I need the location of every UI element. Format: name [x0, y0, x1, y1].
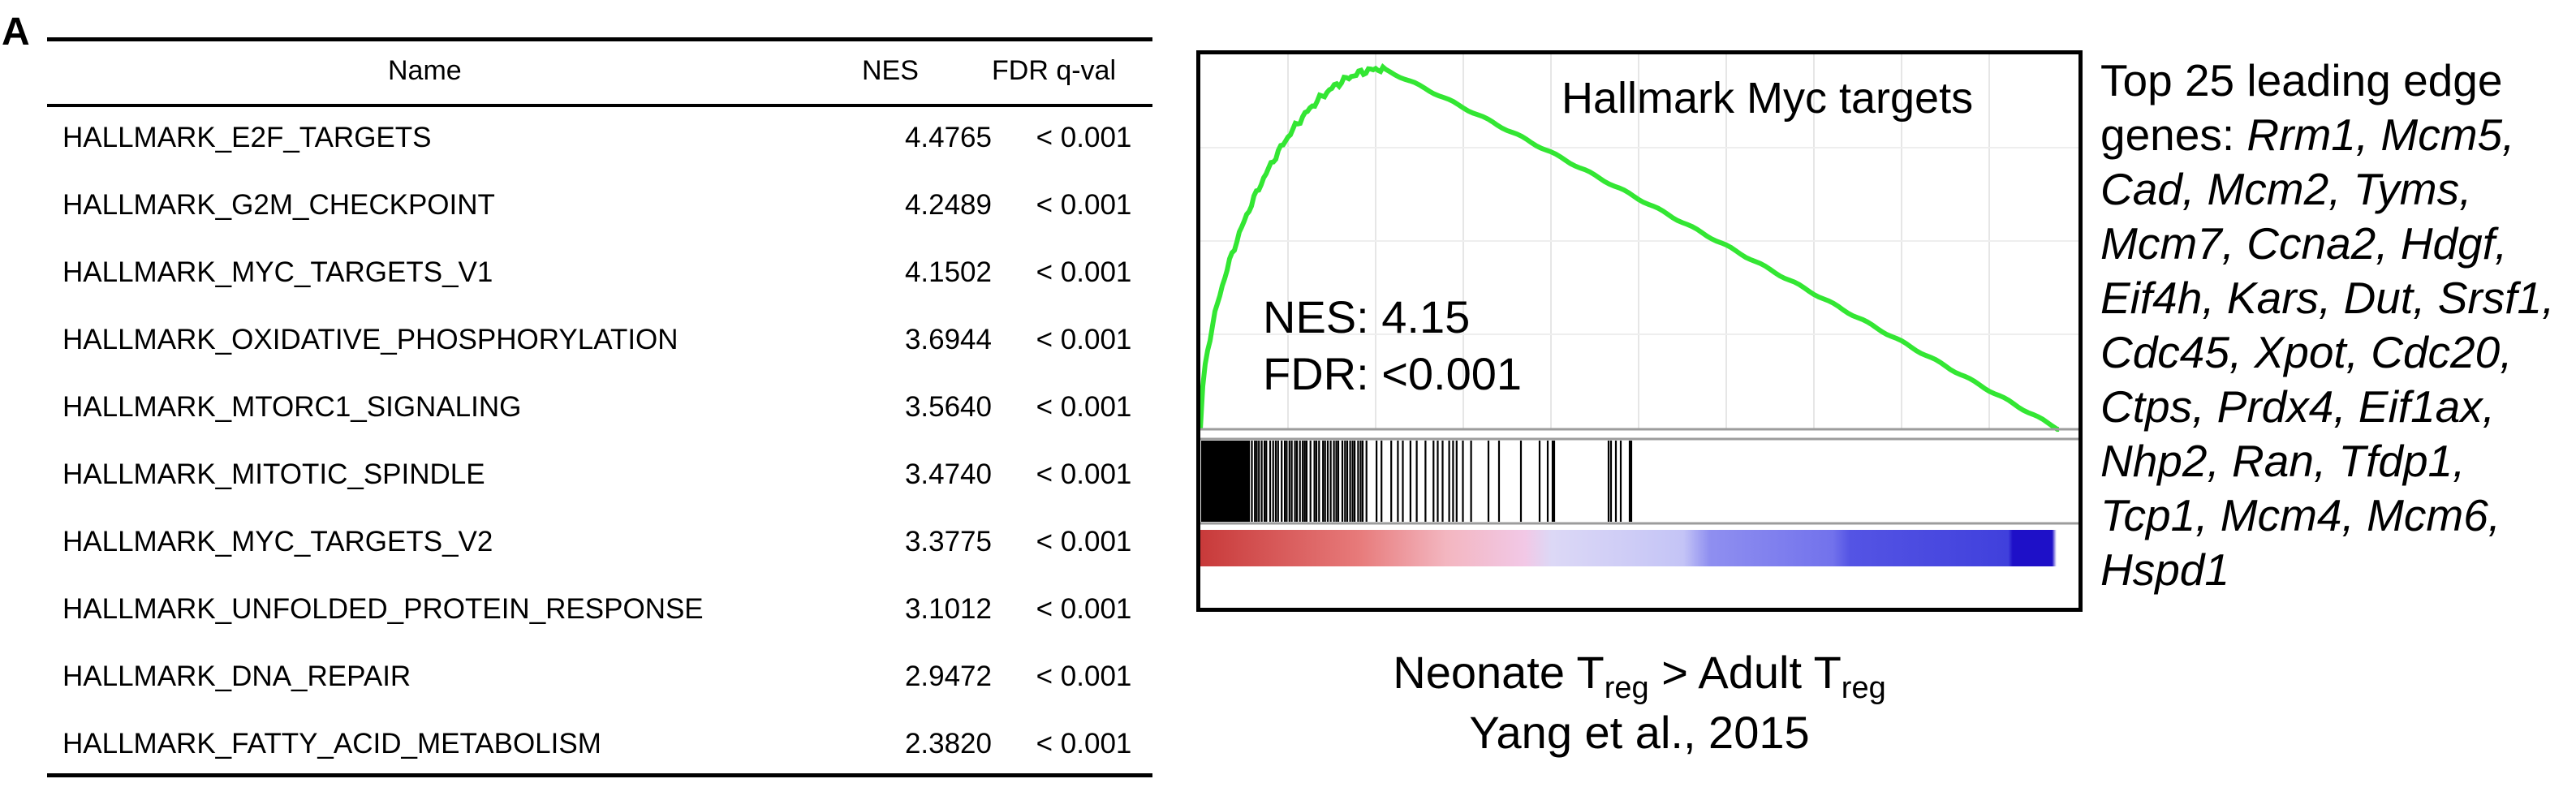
- plot-title: Hallmark Myc targets: [1562, 74, 1974, 123]
- caption-sub-reg-2: reg: [1841, 671, 1886, 705]
- cell-fdr: < 0.001: [1036, 189, 1132, 221]
- header-nes: NES: [862, 55, 919, 86]
- gene-hit-bars: [1200, 441, 1633, 522]
- cell-nes: 3.5640: [904, 391, 992, 423]
- cell-name: HALLMARK_OXIDATIVE_PHOSPHORYLATION: [62, 324, 678, 355]
- cell-name: HALLMARK_E2F_TARGETS: [62, 122, 432, 153]
- table-header-rule: [47, 104, 1152, 107]
- cell-fdr: < 0.001: [1036, 526, 1132, 557]
- table-row: HALLMARK_MYC_TARGETS_V2 3.3775 < 0.001: [47, 524, 1152, 592]
- cell-nes: 3.1012: [904, 593, 992, 625]
- cell-nes: 4.1502: [904, 256, 992, 288]
- cell-fdr: < 0.001: [1036, 256, 1132, 288]
- table-row: HALLMARK_DNA_REPAIR 2.9472 < 0.001: [47, 659, 1152, 726]
- cell-nes: 4.4765: [904, 122, 992, 153]
- table-row: HALLMARK_G2M_CHECKPOINT 4.2489 < 0.001: [47, 187, 1152, 255]
- cell-name: HALLMARK_MITOTIC_SPINDLE: [62, 458, 485, 490]
- enrichment-curve: [1200, 62, 2060, 432]
- plot-nes: NES: 4.15: [1263, 291, 1471, 342]
- gsea-plot-svg: [1200, 54, 2078, 566]
- cell-fdr: < 0.001: [1036, 593, 1132, 625]
- table-row: HALLMARK_MITOTIC_SPINDLE 3.4740 < 0.001: [47, 457, 1152, 524]
- table-row: HALLMARK_FATTY_ACID_METABOLISM 2.3820 < …: [47, 726, 1152, 794]
- cell-name: HALLMARK_MYC_TARGETS_V1: [62, 256, 493, 288]
- enrichment-curve-layer: [1200, 62, 2060, 432]
- cell-name: HALLMARK_UNFOLDED_PROTEIN_RESPONSE: [62, 593, 704, 625]
- table-body: HALLMARK_E2F_TARGETS 4.4765 < 0.001 HALL…: [47, 120, 1152, 794]
- gsea-plot: [1196, 50, 2083, 612]
- cell-fdr: < 0.001: [1036, 324, 1132, 355]
- plot-fdr: FDR: <0.001: [1263, 348, 1523, 399]
- caption-adult: > Adult T: [1648, 647, 1842, 698]
- cell-name: HALLMARK_DNA_REPAIR: [62, 661, 411, 692]
- cell-fdr: < 0.001: [1036, 728, 1132, 760]
- cell-nes: 3.3775: [904, 526, 992, 557]
- table-bottom-rule: [47, 773, 1152, 777]
- caption-sub-reg-1: reg: [1604, 671, 1649, 705]
- cell-name: HALLMARK_MYC_TARGETS_V2: [62, 526, 493, 557]
- plot-caption-comparison: Neonate Treg > Adult Treg: [1196, 646, 2083, 706]
- table-row: HALLMARK_MYC_TARGETS_V1 4.1502 < 0.001: [47, 255, 1152, 322]
- table-top-rule: [47, 37, 1152, 41]
- panel-label: A: [2, 11, 30, 54]
- cell-name: HALLMARK_FATTY_ACID_METABOLISM: [62, 728, 601, 760]
- cell-name: HALLMARK_G2M_CHECKPOINT: [62, 189, 495, 221]
- leading-edge-heading: Top 25 leading edge genes:: [2100, 55, 2503, 160]
- cell-fdr: < 0.001: [1036, 122, 1132, 153]
- cell-nes: 3.6944: [904, 324, 992, 355]
- cell-name: HALLMARK_MTORC1_SIGNALING: [62, 391, 522, 423]
- header-name: Name: [388, 55, 462, 86]
- leading-edge-genes: Top 25 leading edge genes: Rrm1, Mcm5, C…: [2100, 54, 2574, 597]
- leading-edge-list: Rrm1, Mcm5, Cad, Mcm2, Tyms, Mcm7, Ccna2…: [2100, 110, 2555, 595]
- table-row: HALLMARK_UNFOLDED_PROTEIN_RESPONSE 3.101…: [47, 592, 1152, 659]
- caption-neonate: Neonate T: [1393, 647, 1605, 698]
- ranked-list-colorbar: [1200, 530, 2078, 566]
- cell-nes: 4.2489: [904, 189, 992, 221]
- cell-nes: 2.3820: [904, 728, 992, 760]
- cell-fdr: < 0.001: [1036, 458, 1132, 490]
- cell-fdr: < 0.001: [1036, 391, 1132, 423]
- cell-nes: 2.9472: [904, 661, 992, 692]
- table-row: HALLMARK_OXIDATIVE_PHOSPHORYLATION 3.694…: [47, 322, 1152, 389]
- plot-grid: [1200, 54, 2078, 429]
- table-row: HALLMARK_MTORC1_SIGNALING 3.5640 < 0.001: [47, 389, 1152, 457]
- plot-caption-citation: Yang et al., 2015: [1469, 707, 1810, 758]
- header-fdr: FDR q-val: [992, 55, 1117, 86]
- cell-fdr: < 0.001: [1036, 661, 1132, 692]
- table-row: HALLMARK_E2F_TARGETS 4.4765 < 0.001: [47, 120, 1152, 187]
- cell-nes: 3.4740: [904, 458, 992, 490]
